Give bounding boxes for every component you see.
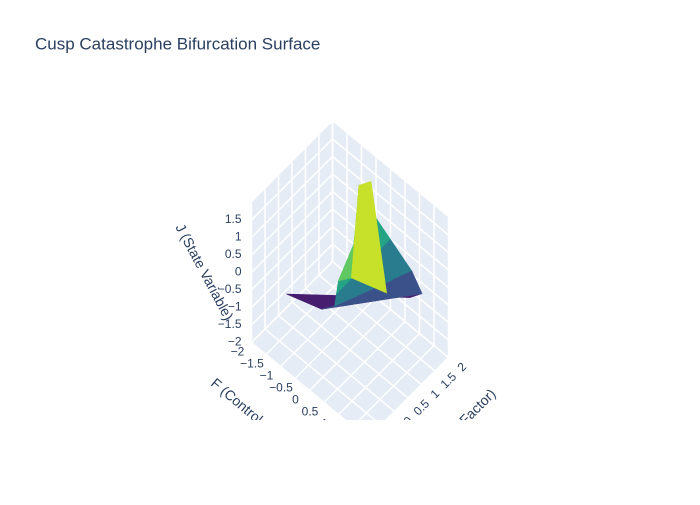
grid-line [291, 301, 409, 399]
x-tick-label: 1 [321, 417, 328, 431]
z-tick-label: −1.5 [218, 317, 242, 331]
x-tick-label: −1.5 [240, 357, 264, 371]
x-tick-label: −1 [260, 369, 274, 383]
grid-line [250, 260, 334, 344]
y-tick-label: −1 [371, 438, 391, 458]
surface-patch [351, 254, 387, 294]
z-tick-label: 1 [235, 230, 242, 244]
grid-line [250, 208, 334, 291]
z-tick-label: 1.5 [225, 212, 242, 226]
z-axis-title: J (State Variable) [172, 221, 236, 323]
grid-line [251, 341, 347, 420]
x-tick-label: 0.5 [302, 405, 319, 419]
grid-line [250, 173, 334, 256]
x-tick-label: −0.5 [269, 381, 293, 395]
x-axis-title: F (Control Parameter) [208, 375, 323, 475]
scene: −2−1.5−1−0.500.511.52 −1−0.500.511.52−2−1… [172, 121, 499, 475]
x-tick-label: 2 [350, 441, 357, 455]
z-tick-label: −2 [228, 335, 242, 349]
grid-line [278, 314, 395, 413]
y-tick-label: 1 [428, 386, 443, 401]
grid-line [250, 138, 334, 221]
z-tick-label: 0 [235, 265, 242, 279]
y-tick-label: −0.5 [381, 421, 408, 448]
chart-title: Cusp Catastrophe Bifurcation Surface [35, 34, 320, 53]
y-tick-label: 0 [401, 413, 416, 428]
grid-line [250, 190, 334, 274]
grid-line [250, 225, 334, 309]
x-tick-label: −2 [231, 345, 245, 359]
x-tick-label: 1.5 [331, 429, 348, 443]
z-tick-label: −1 [228, 300, 242, 314]
z-tick-label: 0.5 [225, 247, 242, 261]
y-tick-label: 2 [455, 359, 470, 374]
grid-line [250, 243, 334, 326]
y-tick-label: 0.5 [411, 396, 433, 418]
x-tick-label: 0 [292, 393, 299, 407]
grid-line [250, 155, 334, 239]
grid-line [332, 155, 449, 254]
grid-line [264, 328, 377, 420]
y-tick-label: 1.5 [438, 369, 460, 391]
grid-line [332, 173, 449, 271]
z-tick-label: −0.5 [218, 282, 242, 296]
grid-line [332, 138, 449, 236]
